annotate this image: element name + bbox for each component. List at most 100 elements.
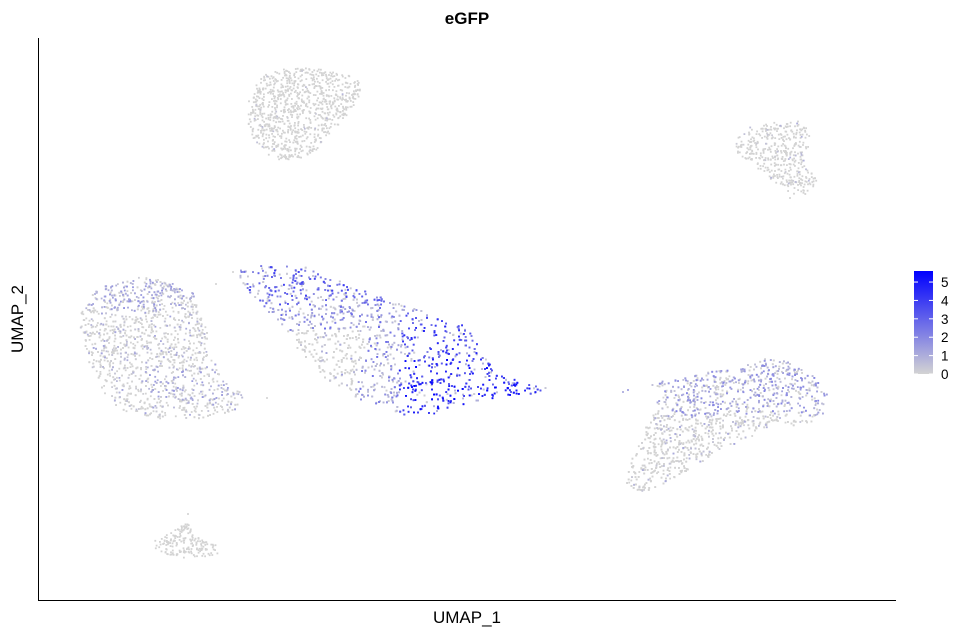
cell-point xyxy=(393,334,396,337)
cell-point xyxy=(288,82,291,84)
cell-point xyxy=(313,349,316,351)
cell-point xyxy=(293,124,296,127)
cell-point xyxy=(274,126,276,128)
cell-point xyxy=(201,329,204,331)
cell-point xyxy=(209,398,212,400)
cell-point xyxy=(300,98,303,101)
cell-point xyxy=(181,398,184,401)
cell-point xyxy=(150,365,153,367)
cell-point xyxy=(744,157,747,159)
cell-point xyxy=(782,138,784,141)
cell-point xyxy=(283,71,286,73)
cell-point xyxy=(425,383,428,386)
cell-point xyxy=(391,315,394,318)
cell-point xyxy=(196,382,198,385)
cell-point xyxy=(299,135,302,138)
cell-point xyxy=(209,414,211,416)
cell-point xyxy=(153,305,155,307)
cell-point xyxy=(103,340,106,342)
cell-point xyxy=(172,359,175,361)
cell-point xyxy=(796,174,799,177)
cell-point xyxy=(481,368,483,370)
cell-point xyxy=(404,353,406,355)
cell-point xyxy=(274,82,276,85)
cell-point xyxy=(107,325,110,328)
cell-point xyxy=(246,283,249,285)
cell-point xyxy=(331,80,334,82)
cell-point xyxy=(326,131,328,134)
cell-point xyxy=(252,137,255,139)
cell-point xyxy=(796,129,798,132)
cell-point xyxy=(88,335,91,337)
cell-point xyxy=(181,289,183,292)
cell-point xyxy=(181,364,184,367)
cell-point xyxy=(324,278,327,280)
cell-point xyxy=(174,415,177,418)
cell-point xyxy=(796,125,799,127)
cell-point xyxy=(124,344,127,347)
cell-point xyxy=(782,135,785,138)
cell-point xyxy=(134,344,137,347)
cell-point xyxy=(340,382,343,385)
cell-point xyxy=(105,312,107,315)
cell-point xyxy=(280,110,283,112)
cell-point xyxy=(162,390,164,392)
cell-point xyxy=(803,183,806,186)
cell-point xyxy=(379,307,381,309)
cell-point xyxy=(792,132,795,135)
cell-point xyxy=(132,289,134,292)
cell-point xyxy=(91,352,94,354)
cell-point xyxy=(310,73,313,76)
cell-point xyxy=(190,297,192,299)
cell-point xyxy=(151,294,153,297)
cell-point xyxy=(277,94,280,96)
cell-point xyxy=(100,322,103,325)
cell-point xyxy=(331,312,333,315)
cell-point xyxy=(320,308,322,310)
cell-point xyxy=(294,110,297,112)
cell-point xyxy=(180,348,183,351)
cell-point xyxy=(146,342,149,345)
cell-point xyxy=(737,136,740,139)
cell-point xyxy=(167,333,169,335)
cell-point xyxy=(187,310,190,313)
cell-point xyxy=(97,312,100,315)
cell-point xyxy=(132,353,135,356)
cell-point xyxy=(328,85,331,88)
cell-point xyxy=(384,334,387,337)
cell-point xyxy=(263,112,266,115)
cell-point xyxy=(197,327,199,329)
cell-point xyxy=(358,333,361,336)
cell-point xyxy=(111,285,114,288)
cell-point xyxy=(140,368,142,371)
cell-point xyxy=(198,417,200,420)
cell-point xyxy=(303,130,306,133)
cell-point xyxy=(121,384,124,387)
cell-point xyxy=(162,343,165,345)
cell-point xyxy=(318,85,321,88)
cell-point xyxy=(84,331,86,334)
cell-point xyxy=(170,350,173,352)
cell-point xyxy=(290,111,292,113)
cell-point xyxy=(314,305,316,308)
cell-point xyxy=(244,270,247,273)
cell-point xyxy=(331,119,334,121)
cell-point xyxy=(293,80,296,83)
cell-point xyxy=(197,372,200,375)
cell-point xyxy=(341,318,344,321)
cell-point xyxy=(750,152,753,155)
cell-point xyxy=(261,126,264,128)
cell-point xyxy=(330,74,333,77)
cell-point xyxy=(155,356,157,358)
cell-point xyxy=(106,306,109,309)
cell-point xyxy=(174,336,176,339)
cell-point xyxy=(177,338,179,341)
cell-point xyxy=(354,84,357,87)
cell-point xyxy=(785,179,788,182)
cell-point xyxy=(193,358,196,361)
cell-point xyxy=(270,302,273,305)
cell-point xyxy=(268,266,271,269)
cell-point xyxy=(308,150,311,153)
cell-point xyxy=(316,77,318,80)
cell-point xyxy=(768,146,771,149)
